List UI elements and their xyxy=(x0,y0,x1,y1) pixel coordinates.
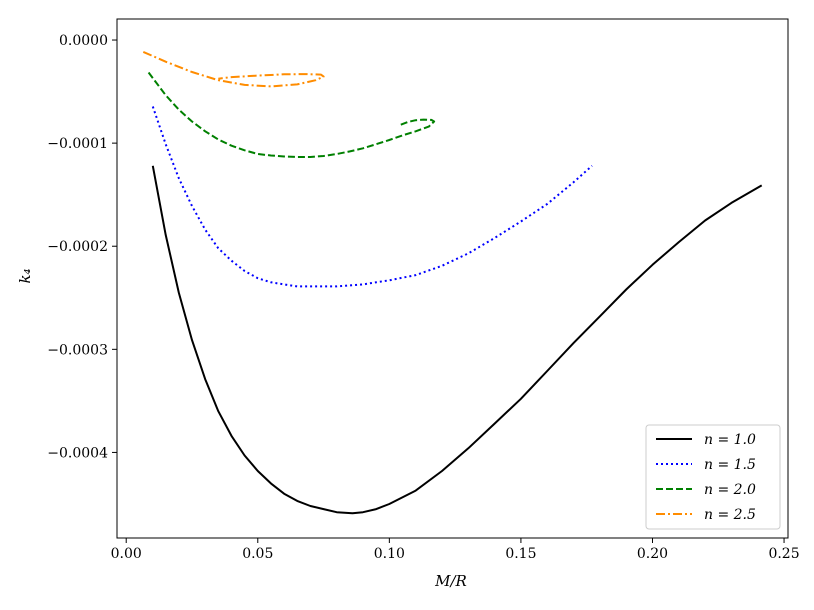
x-tick-label: 0.15 xyxy=(505,546,536,562)
y-axis-label: k₄ xyxy=(16,268,34,283)
legend-box xyxy=(645,424,781,530)
x-tick-label: 0.00 xyxy=(111,546,142,562)
legend-label-4: n = 2.5 xyxy=(704,507,756,523)
legend: n = 1.0 n = 1.5 n = 2.0 n = 2.5 xyxy=(645,424,781,530)
x-tick-label: 0.20 xyxy=(637,546,668,562)
series-line-4 xyxy=(142,50,325,88)
y-tick-label: −0.0002 xyxy=(47,239,108,255)
plot-area xyxy=(142,50,763,515)
legend-label-1: n = 1.0 xyxy=(704,432,756,448)
y-tick-label: −0.0004 xyxy=(47,445,108,461)
y-tick-label: −0.0001 xyxy=(47,136,108,152)
x-tick-label: 0.25 xyxy=(768,546,799,562)
series-line-1 xyxy=(151,165,763,515)
y-tick-label: 0.0000 xyxy=(59,33,108,49)
series-line-3 xyxy=(147,71,436,158)
plot-frame xyxy=(116,18,789,539)
y-axis: 0.0000 −0.0001 −0.0002 −0.0003 −0.0004 xyxy=(47,33,117,461)
legend-label-3: n = 2.0 xyxy=(704,482,756,498)
x-axis: 0.00 0.05 0.10 0.15 0.20 0.25 xyxy=(111,538,800,562)
series-line-2 xyxy=(151,106,593,288)
x-tick-label: 0.05 xyxy=(242,546,273,562)
x-axis-label: M/R xyxy=(434,572,467,590)
legend-label-2: n = 1.5 xyxy=(704,457,756,473)
y-tick-label: −0.0003 xyxy=(47,342,108,358)
x-tick-label: 0.10 xyxy=(374,546,405,562)
